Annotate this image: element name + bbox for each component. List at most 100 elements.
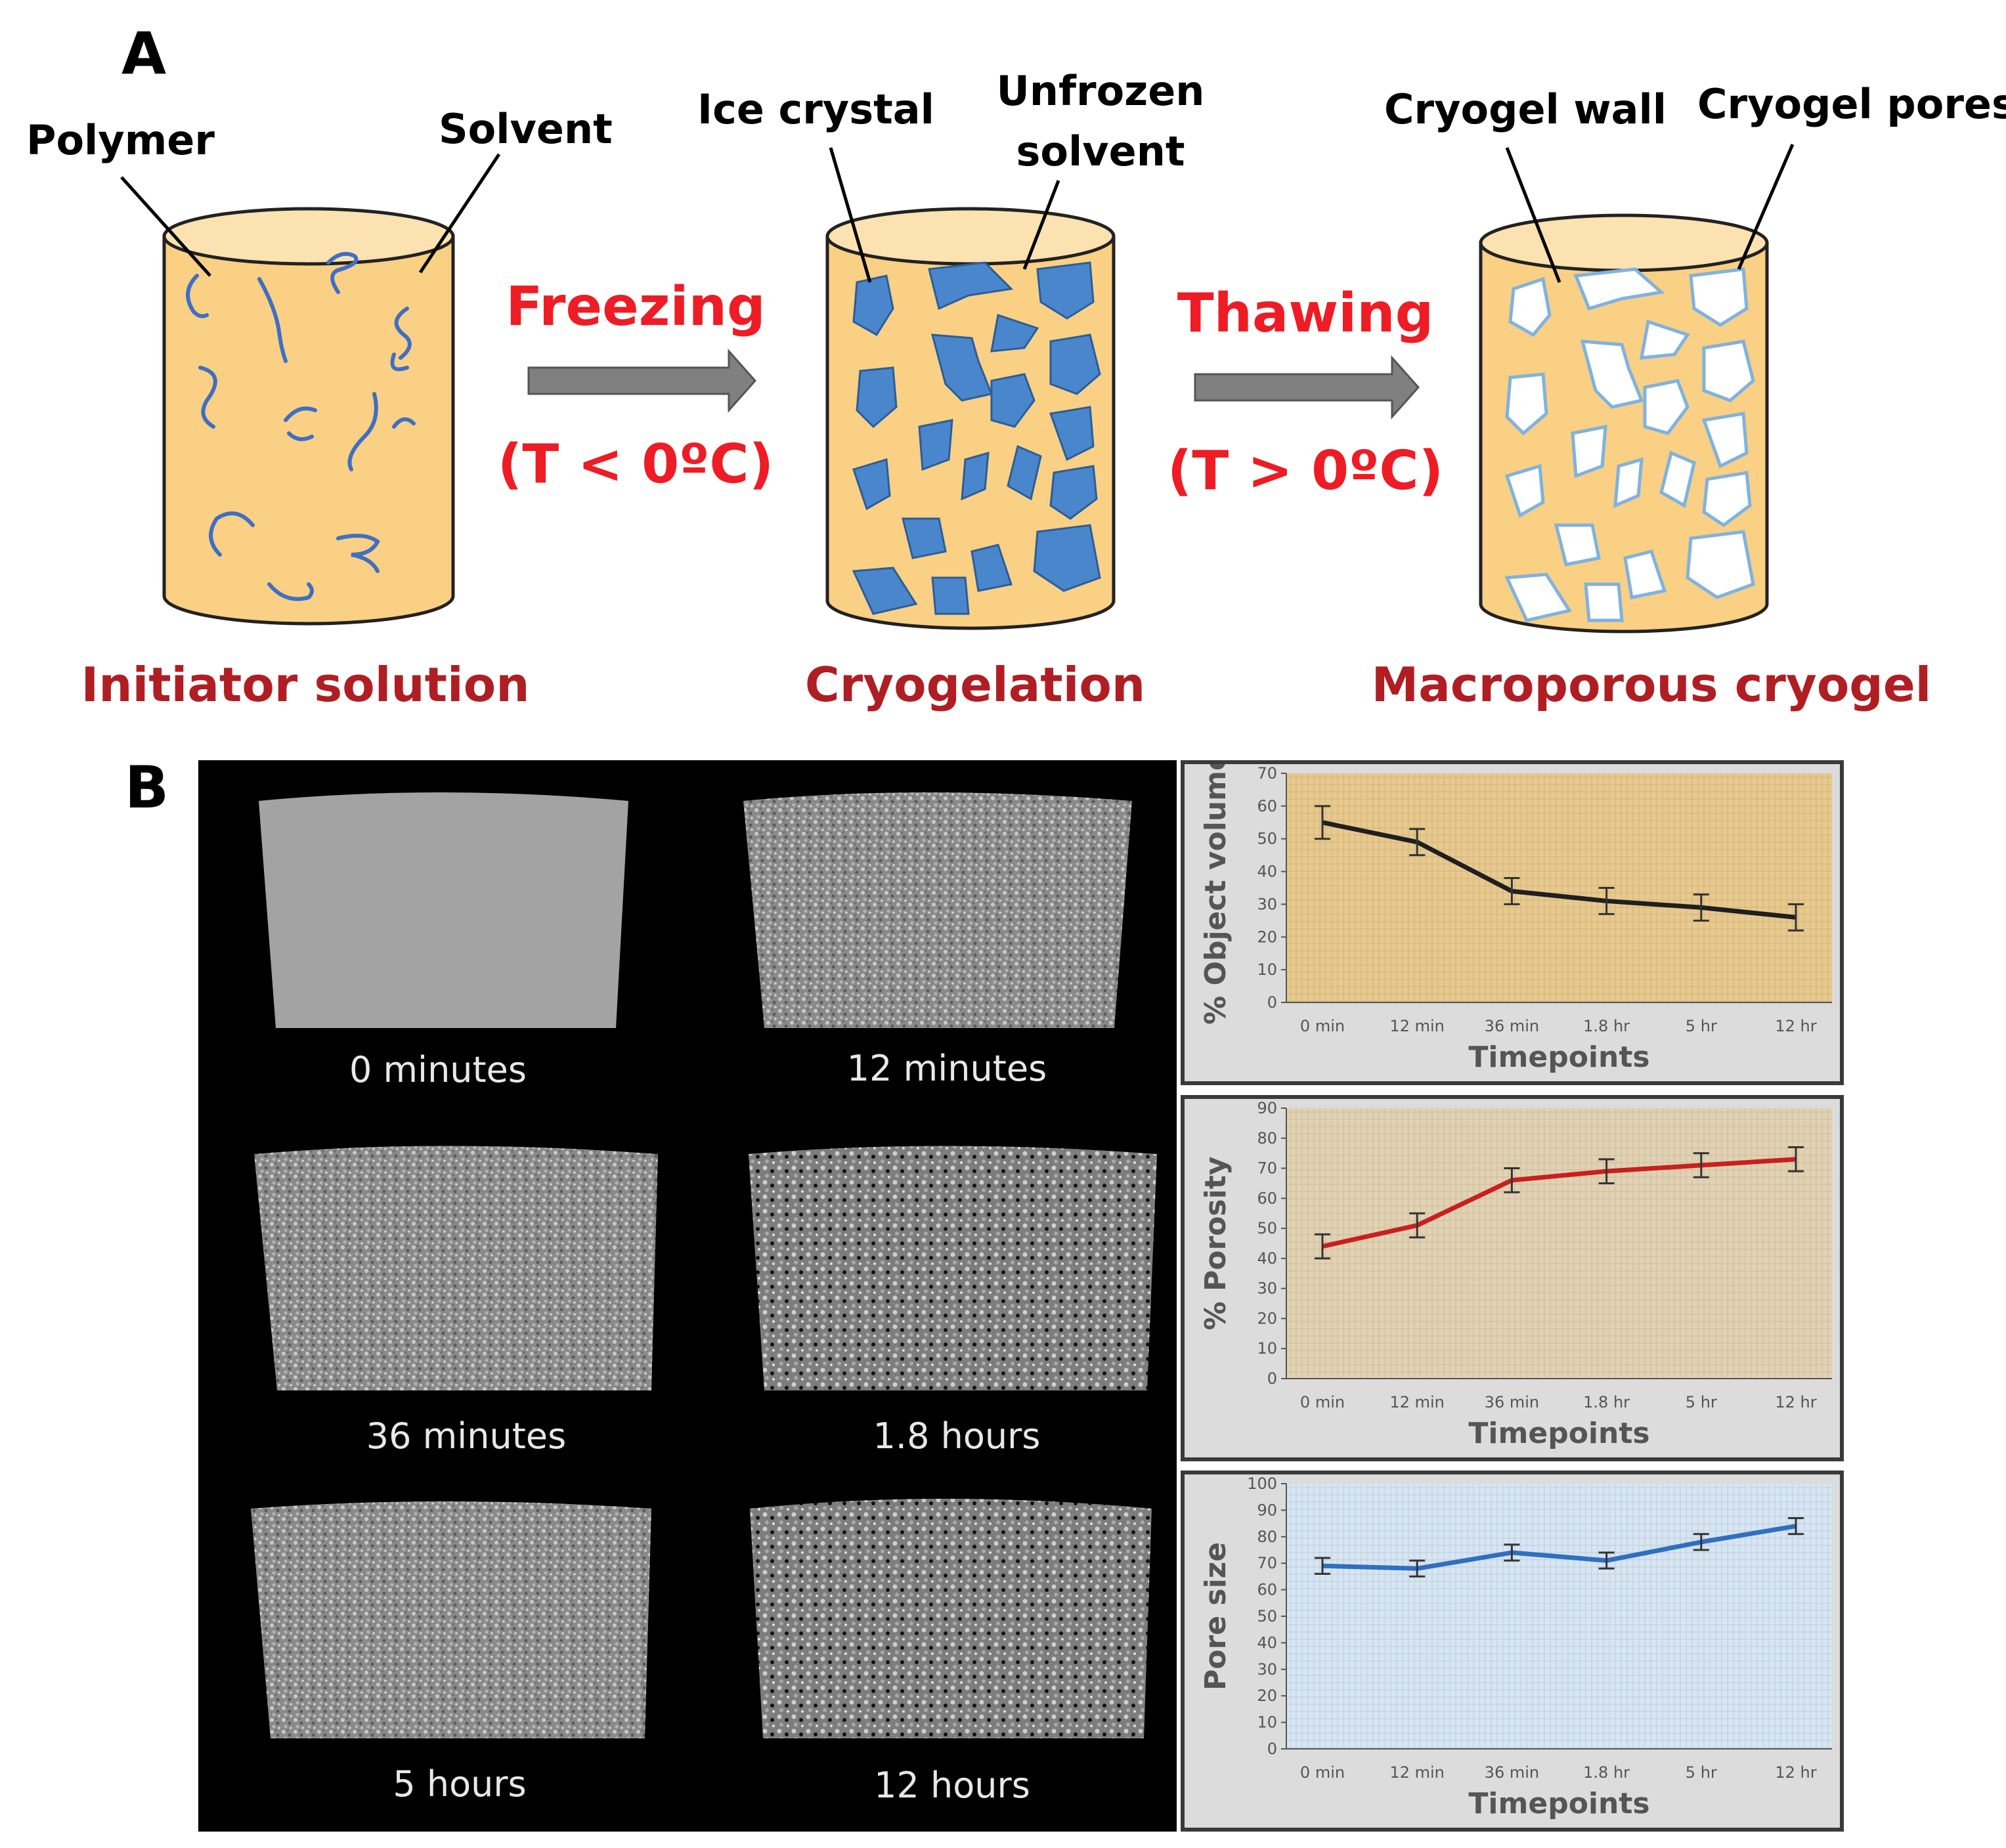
data-point bbox=[1598, 1551, 1615, 1570]
initiator-solution-cylinder bbox=[162, 207, 455, 626]
x-axis-label: Timepoints bbox=[1468, 1787, 1649, 1820]
object-volume-chart: 0 10 20 30 40 50 60 70 0 min 12 min 36 min 1.8 hr 5 … bbox=[1199, 751, 1832, 1074]
y-tick-label: 60 bbox=[1257, 797, 1277, 815]
pore-size-chart-frame: 0 10 20 30 40 50 60 70 80 90 100 0 min 12 min 36 min 1… bbox=[1181, 1471, 1844, 1832]
data-point bbox=[1693, 1152, 1709, 1178]
data-point bbox=[1315, 1233, 1330, 1260]
panel-b-letter-svg: B bbox=[125, 754, 169, 821]
svg-text:Ice crystal: Ice crystal bbox=[697, 85, 934, 133]
x-tick-label: 12 min bbox=[1389, 1763, 1444, 1782]
y-axis-label: % Porosity bbox=[1199, 1157, 1232, 1331]
x-tick-label: 12 hr bbox=[1775, 1763, 1816, 1782]
data-point bbox=[1504, 1167, 1520, 1193]
initiator-solution-caption: Initiator solution bbox=[81, 657, 530, 712]
data-point bbox=[1504, 877, 1520, 905]
series-line bbox=[1322, 820, 1797, 920]
ice-crystals bbox=[852, 261, 1101, 615]
svg-text:(T > 0ºC): (T > 0ºC) bbox=[1167, 440, 1443, 502]
microct-scans: 0 minutes 12 minutes 36 minutes 1.8 hour… bbox=[251, 792, 1157, 1806]
y-tick-label: 50 bbox=[1257, 830, 1277, 848]
svg-text:(T < 0ºC): (T < 0ºC) bbox=[498, 433, 774, 496]
polymer-callout: Polymer bbox=[26, 116, 215, 277]
y-tick-label: 30 bbox=[1257, 895, 1277, 913]
y-tick-label: 0 bbox=[1267, 1369, 1277, 1388]
x-tick-label: 36 min bbox=[1485, 1393, 1539, 1411]
y-axis-label: Pore size bbox=[1199, 1542, 1232, 1690]
y-tick-label: 40 bbox=[1257, 1633, 1277, 1652]
data-point bbox=[1693, 1533, 1709, 1551]
cryogelation-cylinder bbox=[825, 207, 1116, 630]
y-tick-label: 20 bbox=[1257, 1687, 1277, 1705]
svg-text:5 hours: 5 hours bbox=[393, 1763, 526, 1805]
svg-text:0 minutes: 0 minutes bbox=[349, 1049, 527, 1090]
svg-text:36 minutes: 36 minutes bbox=[366, 1415, 566, 1457]
y-tick-label: 0 bbox=[1267, 993, 1277, 1012]
data-point bbox=[1598, 887, 1615, 915]
porosity-chart-frame: 0 10 20 30 40 50 60 70 80 90 0 min 12 min 36 min 1.8 … bbox=[1181, 1095, 1844, 1461]
cryogel-wall-callout: Cryogel wall bbox=[1384, 85, 1667, 283]
cryogelation-caption: Cryogelation bbox=[805, 657, 1145, 712]
scan-0-minutes: 0 minutes bbox=[259, 792, 628, 1090]
scan-12-minutes: 12 minutes bbox=[743, 792, 1132, 1089]
macroporous-cryogel-caption: Macroporous cryogel bbox=[1372, 657, 1932, 712]
data-point bbox=[1788, 1146, 1804, 1172]
plot-texture bbox=[1286, 773, 1832, 1002]
series-line bbox=[1322, 1524, 1797, 1571]
svg-text:solvent: solvent bbox=[1016, 127, 1185, 175]
svg-text:Freezing: Freezing bbox=[506, 276, 765, 338]
y-tick-label: 0 bbox=[1267, 1740, 1277, 1758]
y-tick-label: 70 bbox=[1257, 1554, 1277, 1572]
y-tick-label: 50 bbox=[1257, 1607, 1277, 1625]
cryogel-pores bbox=[1504, 267, 1755, 622]
x-axis-label: Timepoints bbox=[1468, 1041, 1649, 1074]
x-tick-label: 12 min bbox=[1389, 1393, 1444, 1411]
y-tick-label: 70 bbox=[1257, 1159, 1277, 1178]
x-tick-label: 1.8 hr bbox=[1583, 1393, 1630, 1411]
macroporous-cryogel-cylinder bbox=[1479, 213, 1769, 634]
y-tick-label: 50 bbox=[1257, 1219, 1277, 1237]
solvent-callout: Solvent bbox=[418, 105, 613, 274]
x-tick-label: 5 hr bbox=[1686, 1017, 1717, 1035]
y-tick-label: 70 bbox=[1257, 764, 1277, 783]
y-tick-label: 10 bbox=[1257, 1339, 1277, 1358]
y-tick-label: 40 bbox=[1257, 863, 1277, 881]
x-tick-label: 12 hr bbox=[1775, 1393, 1816, 1411]
plot-texture bbox=[1286, 1108, 1832, 1379]
object-volume-chart-frame: 0 10 20 30 40 50 60 70 0 min 12 min 36 min 1.8 hr 5 … bbox=[1181, 751, 1844, 1085]
data-point bbox=[1409, 1212, 1426, 1239]
data-point bbox=[1788, 1517, 1804, 1536]
x-tick-label: 12 hr bbox=[1775, 1017, 1816, 1035]
data-point bbox=[1598, 1158, 1615, 1184]
y-tick-label: 90 bbox=[1257, 1099, 1277, 1117]
x-tick-label: 5 hr bbox=[1686, 1763, 1717, 1782]
x-tick-label: 12 min bbox=[1389, 1017, 1444, 1035]
scan-1-8-hours: 1.8 hours bbox=[749, 1146, 1157, 1457]
scan-36-minutes: 36 minutes bbox=[254, 1146, 658, 1457]
y-tick-label: 90 bbox=[1257, 1501, 1277, 1519]
data-point bbox=[1504, 1543, 1520, 1562]
polymer-chains bbox=[186, 251, 416, 601]
svg-text:12 hours: 12 hours bbox=[874, 1765, 1030, 1806]
plot-texture bbox=[1286, 1484, 1832, 1749]
porosity-chart: 0 10 20 30 40 50 60 70 80 90 0 min 12 min 36 min 1.8 … bbox=[1199, 1099, 1832, 1450]
data-point bbox=[1315, 1557, 1330, 1575]
pore-size-chart: 0 10 20 30 40 50 60 70 80 90 100 0 min 12 min 36 min 1… bbox=[1199, 1474, 1832, 1820]
x-tick-label: 0 min bbox=[1300, 1017, 1345, 1035]
ice-crystal-callout: Ice crystal bbox=[697, 85, 934, 283]
svg-text:Thawing: Thawing bbox=[1177, 282, 1434, 345]
scan-5-hours: 5 hours bbox=[251, 1501, 651, 1805]
cryogel-pores-callout: Cryogel pores bbox=[1697, 80, 2006, 270]
y-tick-label: 80 bbox=[1257, 1129, 1277, 1148]
plot-background bbox=[1286, 1484, 1832, 1749]
x-tick-label: 1.8 hr bbox=[1583, 1763, 1630, 1782]
y-tick-label: 30 bbox=[1257, 1279, 1277, 1298]
panel-a: A Polymer bbox=[26, 20, 2006, 712]
thawing-arrow: Thawing (T > 0ºC) bbox=[1167, 282, 1443, 502]
svg-text:Polymer: Polymer bbox=[26, 116, 215, 164]
series-line bbox=[1322, 1157, 1797, 1249]
freezing-arrow: Freezing (T < 0ºC) bbox=[498, 276, 774, 496]
y-tick-label: 100 bbox=[1247, 1474, 1277, 1493]
unfrozen-solvent-callout: Unfrozen solvent bbox=[997, 67, 1204, 270]
y-tick-label: 20 bbox=[1257, 1309, 1277, 1327]
